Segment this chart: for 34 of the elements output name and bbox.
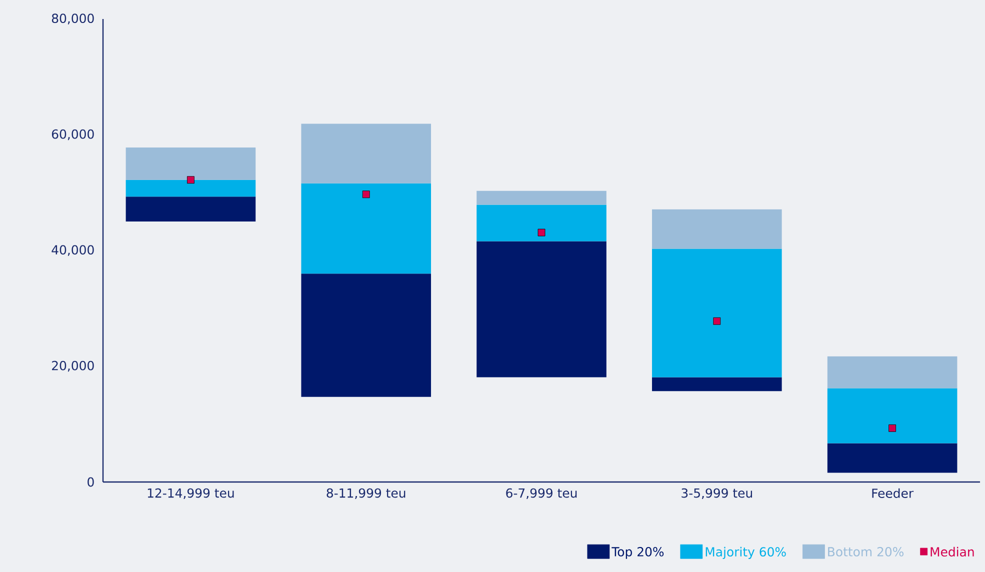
bar [476, 241, 606, 378]
bar [476, 190, 606, 205]
x-tick-label: 3-5,999 teu [682, 488, 752, 500]
bar [301, 274, 432, 397]
y-tick-label: 40,000 [52, 245, 94, 256]
y-tick-label: 60,000 [52, 129, 94, 140]
bar [301, 183, 432, 274]
bar [827, 388, 958, 444]
legend-label: Top 20% [612, 547, 664, 559]
bar [301, 124, 432, 184]
legend-label: Majority 60% [706, 546, 786, 559]
bar [652, 209, 782, 249]
x-tick-label: 6-7,999 teu [506, 488, 577, 500]
bar [652, 377, 782, 392]
point [187, 176, 194, 184]
bar [126, 147, 256, 180]
bar [652, 248, 782, 378]
y-tick-label: 80,000 [52, 14, 94, 24]
bar [126, 196, 256, 222]
point [888, 424, 896, 432]
y-tick-label: 0 [88, 477, 94, 487]
bar [126, 180, 256, 197]
point [538, 228, 546, 236]
y-tick-label: 20,000 [52, 360, 94, 372]
point [713, 317, 721, 325]
x-tick-label: 8-11,999 teu [326, 488, 406, 500]
bar [827, 443, 958, 473]
point [362, 190, 370, 198]
x-tick-label: Feeder [872, 488, 914, 498]
legend-label: Bottom 20% [828, 547, 904, 556]
bar [476, 204, 606, 242]
bar [827, 356, 958, 388]
legend-label: Median [930, 546, 974, 557]
x-tick-label: 12-14,999 teu [148, 488, 234, 500]
